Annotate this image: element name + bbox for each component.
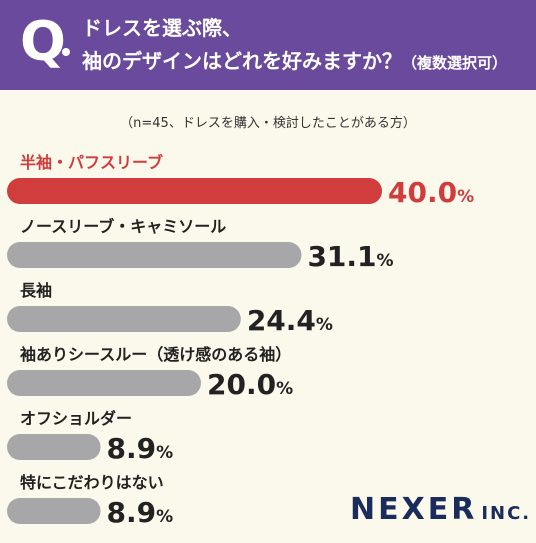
question-line-1: ドレスを選ぶ際、 bbox=[82, 16, 242, 40]
value-label-3: 20.0% bbox=[207, 368, 293, 401]
value-unit-3: % bbox=[276, 379, 293, 399]
bar-1 bbox=[7, 242, 302, 268]
category-label-4: オフショルダー bbox=[20, 409, 132, 428]
bar-2 bbox=[7, 306, 241, 332]
q-dot bbox=[62, 48, 70, 56]
question-note: （複数選択可） bbox=[402, 54, 508, 72]
bar-5 bbox=[7, 498, 101, 524]
bar-0 bbox=[7, 178, 382, 204]
value-label-1: 31.1% bbox=[307, 240, 393, 273]
nexer-logo: NEXER INC. bbox=[350, 492, 531, 527]
value-unit-1: % bbox=[377, 251, 394, 271]
question-line-2: 袖のデザインはどれを好みますか？（複数選択可） bbox=[82, 48, 507, 76]
category-label-2: 長袖 bbox=[20, 281, 52, 300]
sample-note: （n=45、ドレスを購入・検討したことがある方） bbox=[120, 116, 416, 131]
value-label-2: 24.4% bbox=[247, 304, 333, 337]
category-label-3: 袖ありシースルー（透け感のある袖） bbox=[20, 345, 291, 364]
value-unit-5: % bbox=[156, 507, 173, 527]
value-unit-0: % bbox=[457, 187, 474, 207]
category-label-5: 特にこだわりはない bbox=[20, 473, 164, 492]
logo-suffix: INC. bbox=[481, 503, 532, 524]
value-unit-2: % bbox=[316, 315, 333, 335]
value-label-4: 8.9% bbox=[107, 432, 174, 465]
category-label-0: 半袖・パフスリーブ bbox=[20, 153, 163, 172]
value-unit-4: % bbox=[156, 443, 173, 463]
question-text: 袖のデザインはどれを好みますか？ bbox=[82, 49, 402, 73]
bar-4 bbox=[7, 434, 101, 460]
category-label-1: ノースリーブ・キャミソール bbox=[20, 217, 226, 236]
bar-3 bbox=[7, 370, 201, 396]
question-header: Q ドレスを選ぶ際、 袖のデザインはどれを好みますか？（複数選択可） bbox=[0, 0, 536, 90]
value-label-5: 8.9% bbox=[107, 496, 174, 529]
value-label-0: 40.0% bbox=[388, 176, 474, 209]
q-mark: Q bbox=[20, 10, 66, 73]
logo-name: NEXER bbox=[350, 492, 478, 527]
